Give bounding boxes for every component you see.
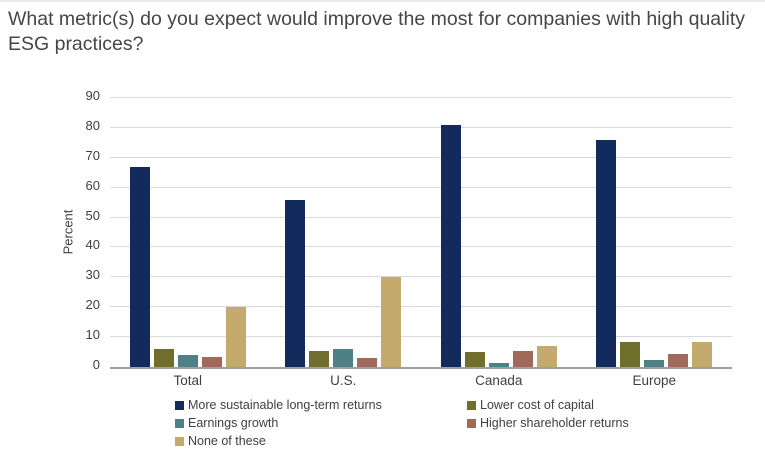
y-tick-label: 20 bbox=[85, 297, 100, 313]
bar bbox=[153, 349, 174, 367]
bar-group bbox=[110, 98, 266, 367]
bar bbox=[381, 277, 402, 367]
bar bbox=[357, 358, 378, 367]
bar bbox=[488, 362, 509, 367]
legend-label: None of these bbox=[188, 434, 266, 448]
bar bbox=[536, 346, 557, 367]
legend-swatch-icon bbox=[175, 400, 184, 410]
plot-area bbox=[110, 97, 732, 369]
bar bbox=[177, 355, 198, 367]
x-axis-labels: Total U.S. Canada Europe bbox=[110, 373, 732, 388]
legend-swatch-icon bbox=[175, 418, 184, 428]
legend-swatch-icon bbox=[467, 400, 476, 410]
legend-swatch-icon bbox=[467, 418, 476, 428]
legend-label: Higher shareholder returns bbox=[480, 416, 629, 430]
gridline bbox=[110, 126, 732, 128]
bar-group bbox=[421, 98, 577, 367]
bar bbox=[620, 341, 641, 367]
bar bbox=[309, 350, 330, 367]
gridline bbox=[110, 276, 732, 278]
bar bbox=[692, 341, 713, 367]
bar-group bbox=[577, 98, 733, 367]
chart-title: What metric(s) do you expect would impro… bbox=[8, 8, 745, 55]
x-axis-label: Canada bbox=[475, 373, 523, 388]
legend-swatch-icon bbox=[175, 436, 184, 446]
y-tick-label: 80 bbox=[85, 117, 100, 133]
gridline bbox=[110, 97, 732, 98]
bar bbox=[129, 166, 150, 367]
gridline bbox=[110, 216, 732, 218]
bar bbox=[668, 353, 689, 367]
y-tick-label: 30 bbox=[85, 267, 100, 283]
x-axis-label: Total bbox=[173, 373, 203, 388]
x-axis-label: Europe bbox=[632, 373, 677, 388]
x-axis-label: U.S. bbox=[330, 373, 357, 388]
legend-label: More sustainable long-term returns bbox=[188, 398, 382, 412]
y-tick-label: 50 bbox=[85, 207, 100, 223]
legend-item: None of these bbox=[175, 434, 467, 448]
bar bbox=[512, 350, 533, 367]
legend-label: Lower cost of capital bbox=[480, 398, 594, 412]
bar bbox=[440, 124, 461, 367]
y-tick-label: 10 bbox=[85, 327, 100, 343]
legend-item: Earnings growth bbox=[175, 416, 467, 430]
bar bbox=[644, 359, 665, 367]
gridline bbox=[110, 306, 732, 308]
bar bbox=[333, 349, 354, 367]
bar bbox=[596, 139, 617, 367]
bar-group bbox=[266, 98, 422, 367]
gridline bbox=[110, 156, 732, 158]
y-tick-label: 60 bbox=[85, 177, 100, 193]
y-tick-label: 70 bbox=[85, 147, 100, 163]
legend-label: Earnings growth bbox=[188, 416, 279, 430]
legend-item: More sustainable long-term returns bbox=[175, 398, 467, 412]
legend: More sustainable long-term returns Lower … bbox=[175, 398, 629, 448]
y-tick-label: 90 bbox=[85, 88, 100, 103]
bar bbox=[201, 356, 222, 367]
bar-groups bbox=[110, 98, 732, 367]
bar bbox=[285, 199, 306, 367]
legend-item: Higher shareholder returns bbox=[467, 416, 629, 430]
gridline bbox=[110, 186, 732, 188]
bar bbox=[464, 352, 485, 367]
legend-item: Lower cost of capital bbox=[467, 398, 629, 412]
gridline bbox=[110, 246, 732, 248]
y-tick-label: 0 bbox=[92, 357, 100, 372]
gridline bbox=[110, 336, 732, 338]
y-axis-ticks: 0 10 20 30 40 50 60 70 80 90 bbox=[58, 88, 100, 372]
y-tick-label: 40 bbox=[85, 237, 100, 253]
bar bbox=[225, 307, 246, 367]
